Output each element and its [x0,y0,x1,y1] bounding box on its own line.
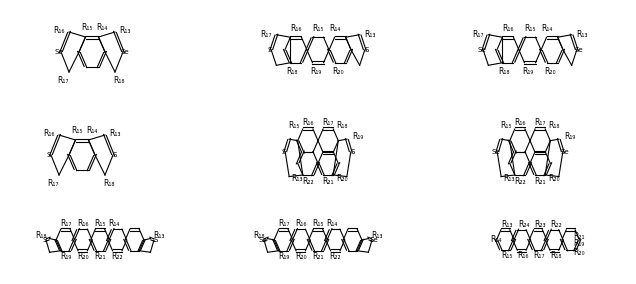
Text: R₂₂: R₂₂ [551,220,562,229]
Text: R₁₅: R₁₅ [81,22,93,32]
Text: R₁₃: R₁₃ [364,30,376,39]
Text: R₁₈: R₁₈ [550,251,562,260]
Text: R₁₆: R₁₆ [517,251,529,260]
Text: Se: Se [55,49,64,55]
Text: R₁₅: R₁₅ [94,219,106,228]
Text: Se: Se [369,237,378,243]
Text: S: S [364,47,369,53]
Text: R₁₇: R₁₇ [473,30,484,39]
Text: R₁₅: R₁₅ [71,126,83,135]
Text: R₂₀: R₂₀ [336,174,348,183]
Text: R₁₈: R₁₈ [103,179,114,187]
Text: S: S [47,152,51,158]
Text: R₁₃: R₁₃ [576,30,588,39]
Text: R₁₉: R₁₉ [60,252,71,261]
Text: R₁₃: R₁₃ [502,220,513,229]
Text: R₁₈: R₁₈ [336,121,348,130]
Text: R₂₂: R₂₂ [329,252,341,261]
Text: R₁₆: R₁₆ [502,24,514,33]
Text: R₂₂: R₂₂ [111,252,123,261]
Text: R₁₆: R₁₆ [53,26,65,34]
Text: R₂₂: R₂₂ [302,177,314,186]
Text: R₁₄: R₁₄ [96,22,107,32]
Text: R₂₀: R₂₀ [333,67,344,76]
Text: R₁₅: R₁₅ [312,219,324,228]
Text: R₁₃: R₁₃ [503,174,515,183]
Text: R₂₀: R₂₀ [295,252,307,261]
Text: R₁₉: R₁₉ [278,252,289,261]
Text: R₁₅: R₁₅ [500,121,511,130]
Text: R₂₁: R₂₁ [573,232,584,241]
Text: R₂₃: R₂₃ [534,220,546,229]
Text: R₁₈: R₁₈ [548,121,560,130]
Text: Se: Se [258,237,267,243]
Text: R₁₃: R₁₃ [153,231,165,240]
Text: S: S [113,152,117,158]
Text: Se: Se [560,149,569,155]
Text: R₁₃: R₁₃ [291,174,303,183]
Text: R₁₈: R₁₈ [286,67,298,76]
Text: R₁₅: R₁₅ [312,24,324,33]
Text: R₂₀: R₂₀ [573,248,584,257]
Text: R₁₃: R₁₃ [120,26,131,34]
Text: R₂₁: R₂₁ [534,177,546,186]
Text: S: S [350,149,354,155]
Text: R₁₇: R₁₇ [534,251,545,260]
Text: R₁₄: R₁₄ [327,219,338,228]
Text: R₁₄: R₁₄ [109,219,120,228]
Text: R₁₉: R₁₉ [310,67,322,76]
Text: R₁₇: R₁₇ [322,118,334,127]
Text: R₁₆: R₁₆ [295,219,307,228]
Text: R₁₅: R₁₅ [288,121,300,130]
Text: R₂₀: R₂₀ [544,67,556,76]
Text: R₁₆: R₁₆ [43,128,55,137]
Text: R₁₆: R₁₆ [77,219,88,228]
Text: R₁₉: R₁₉ [573,239,584,248]
Text: R₂₁: R₂₁ [94,252,106,261]
Text: Se: Se [492,149,500,155]
Text: R₁₄: R₁₄ [541,24,553,33]
Text: R₁₄: R₁₄ [329,24,341,33]
Text: Se: Se [574,47,583,53]
Text: R₁₄: R₁₄ [86,126,98,135]
Text: R₁₈: R₁₈ [253,231,265,240]
Text: R₂₀: R₂₀ [548,174,560,183]
Text: S: S [267,47,272,53]
Text: S: S [153,237,158,243]
Text: S: S [43,237,47,243]
Text: R₁₉: R₁₉ [523,67,534,76]
Text: R₁₉: R₁₉ [564,132,576,141]
Text: R₁₈: R₁₈ [113,76,125,85]
Text: R₁₅: R₁₅ [524,24,536,33]
Text: R₁₇: R₁₇ [534,118,546,127]
Text: R₁₈: R₁₈ [35,231,46,240]
Text: R₂₀: R₂₀ [77,252,88,261]
Text: R₁₃: R₁₃ [109,128,121,137]
Text: R₂₄: R₂₄ [518,220,529,229]
Text: R₂₂: R₂₂ [514,177,526,186]
Text: R₁₆: R₁₆ [302,118,314,127]
Text: R₁₇: R₁₇ [47,179,59,187]
Text: R₁₉: R₁₉ [352,132,363,141]
Text: R₁₇: R₁₇ [278,219,289,228]
Text: R₁₃: R₁₃ [371,231,383,240]
Text: R₁₈: R₁₈ [498,67,509,76]
Text: R₁₇: R₁₇ [57,76,69,85]
Text: R₁₄: R₁₄ [490,235,502,245]
Text: R₁₆: R₁₆ [514,118,525,127]
Text: R₁₇: R₁₇ [261,30,272,39]
Text: R₂₁: R₂₁ [322,177,334,186]
Text: S: S [282,149,286,155]
Text: Se: Se [477,47,486,53]
Text: R₁₅: R₁₅ [502,251,513,260]
Text: R₁₇: R₁₇ [60,219,71,228]
Text: Se: Se [121,49,129,55]
Text: R₂₁: R₂₁ [312,252,324,261]
Text: R₁₆: R₁₆ [290,24,301,33]
